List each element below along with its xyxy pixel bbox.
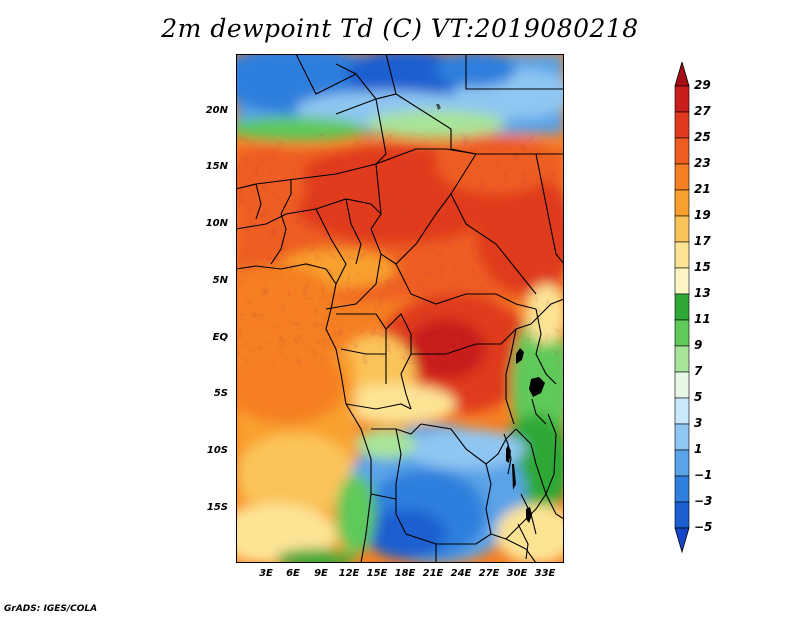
colorbar-segment [674, 397, 690, 425]
colorbar-label: 5 [694, 390, 703, 404]
colorbar-segment [674, 241, 690, 269]
lon-label-18e: 18E [394, 568, 416, 579]
colorbar-segment [674, 501, 690, 529]
colorbar-label: 17 [694, 234, 711, 248]
colorbar-label: 3 [694, 416, 703, 430]
lat-label-10s: 10S [206, 445, 228, 456]
colorbar [674, 62, 690, 554]
colorbar-label: −5 [694, 520, 713, 534]
lon-label-24e: 24E [450, 568, 472, 579]
lon-label-30e: 30E [506, 568, 528, 579]
colorbar-segment [674, 137, 690, 165]
colorbar-label: 21 [694, 182, 711, 196]
lon-label-9e: 9E [314, 568, 328, 579]
dewpoint-map [236, 54, 564, 563]
colorbar-label: 29 [694, 78, 711, 92]
map-svg [236, 54, 564, 563]
lon-label-21e: 21E [422, 568, 444, 579]
lon-label-27e: 27E [478, 568, 500, 579]
colorbar-label: −1 [694, 468, 713, 482]
footer-credit: GrADS: IGES/COLA [4, 604, 98, 614]
colorbar-segment [674, 215, 690, 243]
lat-label-10n: 10N [205, 218, 228, 229]
colorbar-segment [674, 475, 690, 503]
colorbar-segment [674, 449, 690, 477]
lat-label-5n: 5N [212, 275, 228, 286]
colorbar-label: 1 [694, 442, 703, 456]
chart-title: 2m dewpoint Td (C) VT:2019080218 [161, 14, 639, 43]
colorbar-segment [674, 85, 690, 113]
colorbar-segment [674, 423, 690, 451]
lat-label-15s: 15S [206, 502, 228, 513]
lon-label-12e: 12E [338, 568, 360, 579]
colorbar-label: 7 [694, 364, 703, 378]
lat-label-15n: 15N [205, 161, 228, 172]
colorbar-label: 11 [694, 312, 711, 326]
colorbar-segment [674, 345, 690, 373]
colorbar-segment [674, 189, 690, 217]
lat-label-20n: 20N [205, 105, 228, 116]
colorbar-top-arrow [674, 62, 690, 87]
colorbar-label: 19 [694, 208, 711, 222]
colorbar-label: 23 [694, 156, 711, 170]
lon-label-33e: 33E [534, 568, 556, 579]
colorbar-segment [674, 293, 690, 321]
lon-label-3e: 3E [259, 568, 273, 579]
lat-label-5s: 5S [213, 388, 228, 399]
colorbar-segment [674, 319, 690, 347]
colorbar-segment [674, 371, 690, 399]
colorbar-segment [674, 163, 690, 191]
colorbar-label: −3 [694, 494, 713, 508]
colorbar-segment [674, 267, 690, 295]
colorbar-label: 9 [694, 338, 703, 352]
colorbar-label: 27 [694, 104, 711, 118]
colorbar-bottom-arrow [674, 527, 690, 554]
colorbar-label: 15 [694, 260, 711, 274]
lon-label-6e: 6E [286, 568, 300, 579]
lon-label-15e: 15E [366, 568, 388, 579]
lakes [436, 104, 545, 523]
colorbar-label: 13 [694, 286, 711, 300]
colorbar-segment [674, 111, 690, 139]
colorbar-label: 25 [694, 130, 711, 144]
country-borders [236, 54, 564, 563]
lat-label-eq: EQ [212, 332, 228, 343]
